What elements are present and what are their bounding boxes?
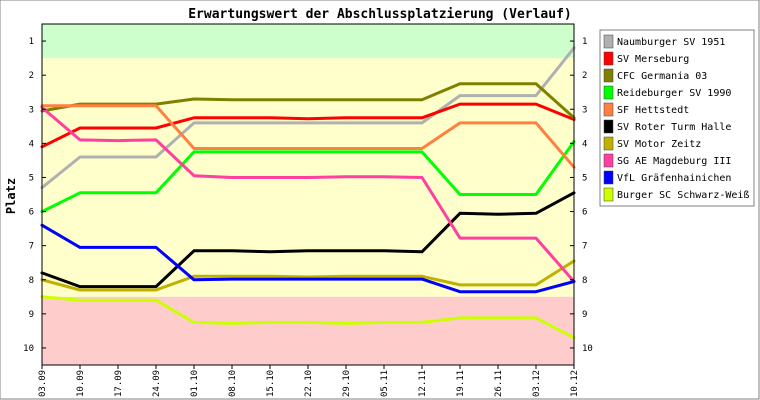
y-tick-label-left: 7: [29, 242, 34, 252]
series-line-2: [40, 82, 576, 120]
x-tick-label: 01.10: [190, 370, 200, 397]
x-tick-label: 10.12: [570, 370, 580, 397]
legend-swatch: [603, 102, 614, 117]
x-tick-label: 17.09: [114, 370, 124, 397]
legend-label: SG AE Magdeburg III: [617, 156, 731, 167]
x-tick-label: 24.09: [152, 370, 162, 397]
y-tick-label-right: 4: [582, 139, 587, 149]
series-line-8: [40, 223, 576, 294]
y-tick-label-left: 3: [29, 105, 34, 115]
series-line-4: [40, 104, 576, 169]
series-line-6: [40, 259, 576, 292]
legend: Naumburger SV 1951 SV Merseburg CFC German…: [599, 29, 755, 207]
series-line-5: [40, 191, 576, 289]
legend-label: Naumburger SV 1951: [617, 37, 725, 48]
legend-swatch: [603, 136, 614, 151]
y-tick-label-right: 8: [582, 276, 587, 286]
y-tick-label-right: 5: [582, 173, 587, 183]
x-tick-label: 29.10: [342, 370, 352, 397]
x-tick-label: 12.11: [418, 370, 428, 397]
legend-label: SV Motor Zeitz: [617, 139, 701, 150]
legend-label: Burger SC Schwarz-Weiß: [617, 190, 749, 201]
series-line-1: [40, 102, 576, 149]
legend-label: SF Hettstedt: [617, 105, 689, 116]
zone-0: [42, 24, 574, 59]
x-tick-label: 08.10: [228, 370, 238, 397]
legend-swatch: [603, 34, 614, 49]
y-tick-label-right: 10: [582, 344, 593, 354]
y-tick-label-right: 9: [582, 310, 587, 320]
zone-2: [42, 296, 574, 365]
y-tick-label-left: 9: [29, 310, 34, 320]
y-tick-label-right: 2: [582, 71, 587, 81]
series-line-7: [40, 106, 576, 283]
x-tick-label: 15.10: [266, 370, 276, 397]
y-ticks-right: 1 2 3 4 5 6 7 8 9 10: [570, 37, 593, 354]
x-tick-label: 19.11: [456, 370, 466, 397]
legend-swatch: [603, 51, 614, 66]
series-line-9: [40, 295, 576, 340]
legend-label: Reideburger SV 1990: [617, 88, 731, 99]
y-tick-label-left: 10: [23, 344, 34, 354]
y-tick-label-right: 3: [582, 105, 587, 115]
series-line-0: [40, 46, 576, 190]
legend-label: VfL Gräfenhainichen: [617, 173, 731, 184]
series-line-3: [40, 140, 576, 214]
y-axis-label: Platz: [4, 178, 18, 214]
y-tick-label-right: 7: [582, 242, 587, 252]
y-tick-label-left: 1: [29, 37, 34, 47]
background-zones: [42, 24, 574, 365]
x-tick-label: 22.10: [304, 370, 314, 397]
legend-box: [599, 29, 755, 207]
x-tick-label: 05.11: [380, 370, 390, 397]
y-tick-label-left: 2: [29, 71, 34, 81]
series-lines: [40, 46, 576, 340]
x-tick-label: 03.12: [532, 370, 542, 397]
y-tick-label-left: 6: [29, 208, 34, 218]
x-tick-label: 10.09: [76, 370, 86, 397]
x-tick-label: 03.09: [38, 370, 48, 397]
y-tick-label-left: 5: [29, 173, 34, 183]
y-tick-label-left: 4: [29, 139, 34, 149]
legend-swatch: [603, 119, 614, 134]
y-ticks-left: 1 2 3 4 5 6 7 8 9 10: [23, 37, 46, 354]
legend-swatch: [603, 68, 614, 83]
x-tick-label: 26.11: [494, 370, 504, 397]
legend-label: SV Merseburg: [617, 54, 689, 65]
y-tick-label-left: 8: [29, 276, 34, 286]
legend-label: CFC Germania 03: [617, 71, 707, 82]
y-tick-label-right: 1: [582, 37, 587, 47]
y-tick-label-right: 6: [582, 208, 587, 218]
chart-title: Erwartungswert der Abschlussplatzierung …: [188, 7, 572, 22]
legend-swatch: [603, 170, 614, 185]
legend-swatch: [603, 85, 614, 100]
legend-swatch: [603, 153, 614, 168]
legend-swatch: [603, 187, 614, 202]
x-ticks: 03.09 10.09 17.09 24.09 01.10 08.10 15.10 22.10…: [38, 365, 580, 397]
legend-label: SV Roter Turm Halle: [617, 122, 731, 133]
